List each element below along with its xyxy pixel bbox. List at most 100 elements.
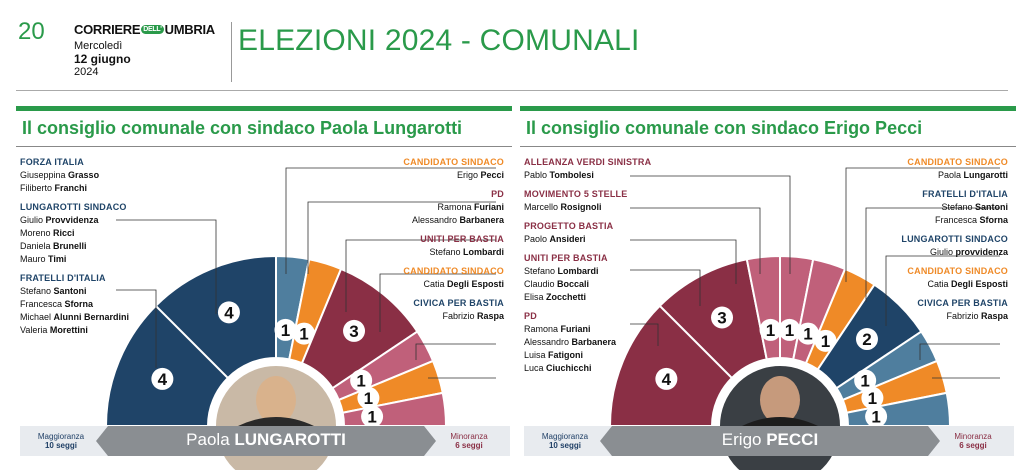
leader-line xyxy=(345,239,496,312)
councillor-name: Fabrizio Raspa xyxy=(946,311,1008,321)
minority-label: Minoranza 6 seggi xyxy=(954,432,992,450)
leader-line xyxy=(630,207,761,274)
leader-line xyxy=(285,167,496,274)
seat-count-label: 4 xyxy=(224,303,234,322)
candidate-name: Erigo PECCI xyxy=(721,430,819,449)
candidate-body xyxy=(238,417,314,426)
party-list-left: ALLEANZA VERDI SINISTRA Pablo Tombolesi MO… xyxy=(524,156,651,375)
page-number: 20 xyxy=(18,18,45,45)
councillor-name: Paolo Ansideri xyxy=(524,234,586,244)
councillor-name: Giuseppina Grasso xyxy=(20,170,100,180)
seat-count-label: 4 xyxy=(158,370,168,389)
councillor-name: Mauro Timi xyxy=(20,254,67,264)
councillor-name: Stefano Lombardi xyxy=(524,266,599,276)
masthead: CORRIERE DELL' UMBRIA Mercoledì 12 giugn… xyxy=(74,22,215,78)
leader-line xyxy=(116,219,217,314)
seat-count-label: 1 xyxy=(367,408,376,427)
party-name: FRATELLI D'ITALIA xyxy=(20,273,106,283)
seat-count-label: 2 xyxy=(862,330,871,349)
candidate-face xyxy=(760,376,800,424)
panel-top-bar xyxy=(520,106,1016,111)
councillor-name: Daniela Brunelli xyxy=(20,241,87,251)
councillor-name: Paola Lungarotti xyxy=(937,170,1008,180)
seat-count-badge xyxy=(357,386,380,409)
seat-count-badge xyxy=(778,318,801,341)
seat-count-badge xyxy=(854,369,877,392)
seat-segment xyxy=(154,254,277,380)
party-name: UNITI PER BASTIA xyxy=(524,253,608,263)
party-name: CIVICA PER BASTIA xyxy=(413,298,504,308)
leader-line xyxy=(630,269,701,306)
candidate-face xyxy=(256,376,296,424)
seat-count-badge xyxy=(797,322,820,345)
seat-count-label: 1 xyxy=(766,321,775,340)
leader-line xyxy=(415,343,496,360)
seat-count-badge xyxy=(293,322,316,345)
leader-line xyxy=(630,239,737,284)
seat-count-badge xyxy=(217,301,240,324)
councillor-name: Ramona Furiani xyxy=(437,202,504,212)
councillor-name: Alessandro Barbanera xyxy=(411,215,504,225)
party-list-right: CANDIDATO SINDACO Paola Lungarotti FRATELL… xyxy=(901,156,1008,323)
party-name: CANDIDATO SINDACO xyxy=(403,266,504,276)
councillor-name: Filiberto Franchi xyxy=(20,183,88,193)
page-header: 20 CORRIERE DELL' UMBRIA Mercoledì 12 gi… xyxy=(0,0,1024,92)
party-name: MOVIMENTO 5 STELLE xyxy=(524,189,628,199)
seat-count-badge xyxy=(350,369,373,392)
councillor-name: Giulio Provvidenza xyxy=(20,215,99,225)
panel-title-rule xyxy=(16,146,512,147)
councillor-name: Francesca Sforna xyxy=(934,215,1008,225)
leader-line xyxy=(116,289,157,368)
seat-count-label: 1 xyxy=(860,371,869,390)
issue-day: Mercoledì xyxy=(74,40,123,52)
party-name: CANDIDATO SINDACO xyxy=(907,157,1008,167)
logo-left-text: CORRIERE xyxy=(74,22,141,37)
seat-count-badge xyxy=(865,405,888,428)
councillor-name: Michael Alunni Bernardini xyxy=(20,312,130,322)
councillor-name: Giulio provvidenza xyxy=(929,247,1008,257)
logo-right-text: UMBRIA xyxy=(164,22,216,37)
leader-line xyxy=(845,167,1000,282)
seat-count-label: 4 xyxy=(662,370,672,389)
leader-line xyxy=(379,273,496,332)
seat-count-badge xyxy=(711,306,734,329)
party-name: PD xyxy=(491,189,504,199)
seat-count-badge xyxy=(759,318,782,341)
councillor-name: Valeria Morettini xyxy=(20,325,88,335)
candidate-name: Paola LUNGAROTTI xyxy=(186,430,346,449)
party-name: ALLEANZA VERDI SINISTRA xyxy=(524,157,652,167)
seat-count-label: 3 xyxy=(717,309,726,328)
councillor-name: Erigo Pecci xyxy=(456,170,504,180)
seat-count-label: 3 xyxy=(349,322,358,341)
leader-line xyxy=(630,175,791,274)
seat-count-label: 1 xyxy=(868,389,877,408)
seat-count-label: 1 xyxy=(803,325,812,344)
seat-count-badge xyxy=(274,318,297,341)
councillor-name: Luisa Fatigoni xyxy=(524,350,584,360)
leader-line xyxy=(307,201,496,274)
seat-count-label: 1 xyxy=(785,321,794,340)
leader-line xyxy=(885,255,1000,326)
panel-title: Il consiglio comunale con sindaco Paola … xyxy=(22,118,463,138)
councillor-name: Ramona Furiani xyxy=(524,324,591,334)
seat-segment xyxy=(608,304,734,427)
party-name: PD xyxy=(524,311,537,321)
seat-count-label: 1 xyxy=(356,371,365,390)
panel-footer: Maggioranza 10 seggi Paola LUNGAROTTI Min… xyxy=(20,426,510,456)
newspaper-logo: CORRIERE DELL' UMBRIA xyxy=(74,22,215,37)
seat-count-badge xyxy=(655,367,678,390)
leader-line xyxy=(919,343,1000,360)
council-panel-lungarotti: Il consiglio comunale con sindaco Paola … xyxy=(16,106,512,470)
party-name: CIVICA PER BASTIA xyxy=(917,298,1008,308)
party-name: UNITI PER BASTIA xyxy=(420,234,504,244)
councillor-name: Luca Ciuchicchi xyxy=(524,363,592,373)
party-list-right: CANDIDATO SINDACO Erigo Pecci PD Ramona Fur… xyxy=(403,156,504,323)
councillor-name: Fabrizio Raspa xyxy=(442,311,504,321)
panel-title-rule xyxy=(520,146,1016,147)
seat-count-badge xyxy=(855,328,878,351)
candidate-band: Erigo PECCI xyxy=(600,426,940,456)
councillor-name: Stefano Santoni xyxy=(20,286,87,296)
seat-count-badge xyxy=(361,405,384,428)
councillor-name: Moreno Ricci xyxy=(20,228,75,238)
header-rule xyxy=(16,90,1008,91)
